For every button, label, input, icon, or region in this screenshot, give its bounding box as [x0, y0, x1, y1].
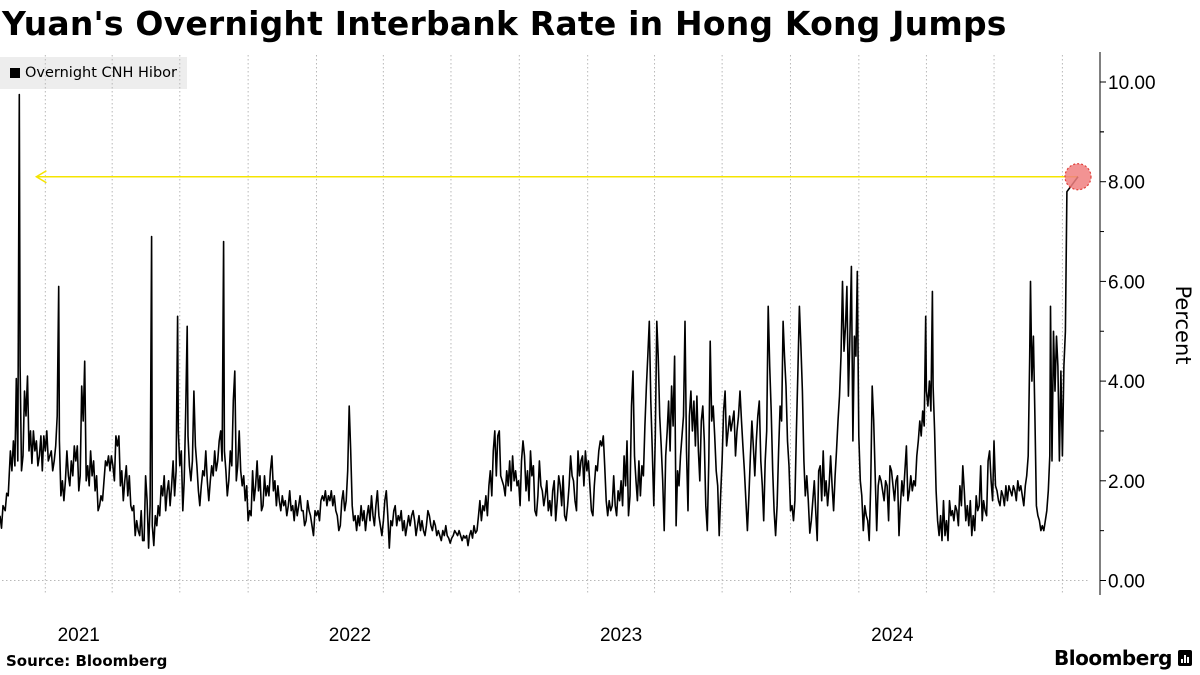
brand-name: Bloomberg [1054, 646, 1172, 670]
y-axis-title: Percent [1171, 285, 1195, 364]
x-tick-label: 2023 [600, 625, 642, 646]
x-axis-ticks: 2021 2022 2023 2024 [58, 625, 914, 646]
source-note: Source: Bloomberg [6, 652, 168, 670]
x-tick-label: 2022 [329, 625, 371, 646]
y-tick-label: 0.00 [1108, 572, 1145, 593]
highlight-point-marker [1064, 163, 1092, 191]
x-tick-label: 2021 [58, 625, 100, 646]
bloomberg-bars-icon [1178, 650, 1192, 666]
y-tick-label: 2.00 [1108, 472, 1145, 493]
legend-label: Overnight CNH Hibor [25, 65, 177, 81]
y-axis-ticks: 0.00 2.00 4.00 6.00 8.00 10.00 [1100, 73, 1156, 593]
y-tick-label: 6.00 [1108, 272, 1145, 293]
chart-title: Yuan's Overnight Interbank Rate in Hong … [2, 4, 1007, 43]
legend-swatch [10, 68, 20, 78]
highlight-arrow-head [34, 170, 47, 184]
gridlines [44, 55, 1063, 595]
legend: Overnight CNH Hibor [0, 57, 187, 89]
x-tick-label: 2024 [871, 625, 914, 646]
y-tick-label: 4.00 [1108, 372, 1145, 393]
series-line-overnight-cnh-hibor [0, 93, 1079, 549]
y-tick-label: 10.00 [1108, 73, 1156, 94]
y-tick-label: 8.00 [1108, 173, 1145, 194]
brand-logo: Bloomberg [1054, 646, 1192, 670]
